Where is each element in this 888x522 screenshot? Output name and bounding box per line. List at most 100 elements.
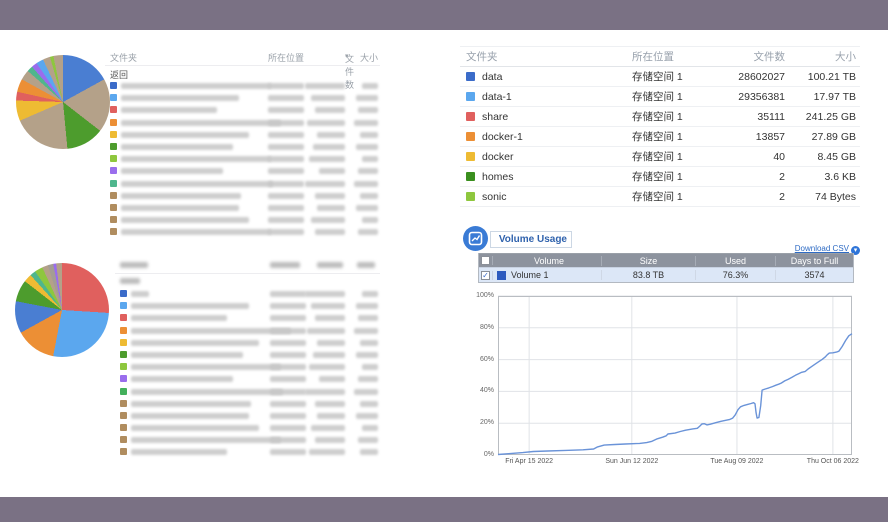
- redacted-location: [270, 339, 306, 346]
- redacted-folder-row[interactable]: [105, 141, 380, 153]
- folder-location: 存储空间 1: [632, 151, 683, 163]
- redacted-folder-row[interactable]: [105, 165, 380, 177]
- folder-color-chip: [110, 179, 117, 187]
- folder-count: 2: [779, 190, 785, 203]
- redacted-location: [268, 217, 304, 224]
- back-row[interactable]: 返回: [105, 66, 380, 80]
- redacted-size: [360, 449, 378, 456]
- redacted-count: [315, 229, 345, 236]
- table-row[interactable]: data 存储空间 1 28602027 100.21 TB: [460, 67, 860, 87]
- redacted-folder-row[interactable]: [115, 446, 380, 458]
- volume-row[interactable]: ✓ Volume 1 83.8 TB 76.3% 3574: [479, 267, 853, 282]
- download-icon[interactable]: ▾: [851, 246, 860, 255]
- redacted-location: [270, 449, 306, 456]
- redacted-folder-row[interactable]: [105, 202, 380, 214]
- redacted-size: [362, 425, 378, 432]
- x-axis-tick: Fri Apr 15 2022: [505, 458, 554, 465]
- redacted-count: [319, 168, 345, 175]
- redacted-folder-row[interactable]: [115, 312, 380, 324]
- x-axis-tick: Tue Aug 09 2022: [710, 458, 764, 465]
- folder-size: 27.89 GB: [811, 130, 856, 143]
- header-folder[interactable]: 文件夹: [466, 51, 498, 63]
- redacted-count: [313, 143, 345, 150]
- back-link[interactable]: 返回: [110, 70, 129, 80]
- x-axis-tick: Sun Jun 12 2022: [605, 458, 659, 465]
- redacted-count: [319, 376, 345, 383]
- redacted-folder-row[interactable]: [115, 361, 380, 373]
- table-row[interactable]: share 存储空间 1 35111 241.25 GB: [460, 107, 860, 127]
- redacted-folder-name: [131, 400, 251, 407]
- redacted-folder-row[interactable]: [105, 214, 380, 226]
- redacted-folder-name: [131, 351, 243, 358]
- redacted-folder-row[interactable]: [115, 386, 380, 398]
- redacted-folder-row[interactable]: [115, 337, 380, 349]
- redacted-folder-row[interactable]: [115, 288, 380, 300]
- redacted-folder-row[interactable]: [115, 422, 380, 434]
- volume-used: 76.3%: [696, 270, 776, 280]
- redacted-folder-row[interactable]: [105, 190, 380, 202]
- folder-color-chip: [466, 152, 475, 161]
- redacted-location: [270, 425, 306, 432]
- redacted-header-count: [317, 262, 343, 268]
- folder-color-chip: [120, 350, 127, 358]
- redacted-folder-row[interactable]: [105, 129, 380, 141]
- redacted-folder-row[interactable]: [115, 398, 380, 410]
- redacted-folder-row[interactable]: [115, 373, 380, 385]
- header-location[interactable]: 所在位置: [268, 53, 305, 63]
- redacted-count: [305, 180, 345, 187]
- redacted-folder-name: [131, 412, 249, 419]
- redacted-size: [360, 400, 378, 407]
- redacted-folder-name: [121, 217, 249, 224]
- redacted-folder-row[interactable]: [115, 325, 380, 337]
- redacted-folder-row[interactable]: [115, 349, 380, 361]
- table-row[interactable]: docker-1 存储空间 1 13857 27.89 GB: [460, 127, 860, 147]
- volume-size: 83.8 TB: [602, 270, 696, 280]
- download-csv-link[interactable]: Download CSV: [794, 244, 849, 253]
- header-location[interactable]: 所在位置: [632, 51, 674, 63]
- volume-name: Volume 1: [511, 270, 549, 280]
- redacted-count: [311, 303, 345, 310]
- redacted-back-link[interactable]: [120, 278, 140, 284]
- redacted-header-size: [357, 262, 375, 268]
- select-all-cell[interactable]: [479, 256, 493, 265]
- redacted-size: [362, 156, 378, 163]
- redacted-size: [360, 192, 378, 199]
- redacted-folder-row[interactable]: [115, 300, 380, 312]
- redacted-folder-name: [131, 303, 249, 310]
- redacted-folder-row[interactable]: [115, 434, 380, 446]
- redacted-count: [307, 119, 345, 126]
- redacted-folder-name: [121, 83, 271, 89]
- header-size[interactable]: 大小: [835, 51, 856, 63]
- folder-color-chip: [466, 132, 475, 141]
- table-row[interactable]: data-1 存储空间 1 29356381 17.97 TB: [460, 87, 860, 107]
- redacted-folder-name: [121, 168, 223, 175]
- redacted-folder-row[interactable]: [105, 104, 380, 116]
- folder-color-chip: [110, 82, 117, 89]
- table-row[interactable]: sonic 存储空间 1 2 74 Bytes: [460, 187, 860, 207]
- redacted-folder-name: [131, 449, 227, 456]
- redacted-count: [317, 131, 345, 138]
- redacted-folder-row[interactable]: [105, 92, 380, 104]
- table-row[interactable]: homes 存储空间 1 2 3.6 KB: [460, 167, 860, 187]
- header-size[interactable]: 大小: [359, 53, 378, 63]
- redacted-folder-row[interactable]: [115, 410, 380, 422]
- folder-color-chip: [110, 216, 117, 224]
- folder-color-chip: [120, 338, 127, 346]
- volume-checkbox-cell[interactable]: ✓: [479, 270, 493, 280]
- table-header: 文件夹 所在位置 文件数 ▾ 大小: [105, 50, 380, 90]
- header-count[interactable]: 文件数: [753, 51, 786, 63]
- redacted-folder-row[interactable]: [105, 153, 380, 165]
- redacted-size: [356, 143, 378, 150]
- redacted-folder-row[interactable]: [105, 80, 380, 92]
- back-row-redacted[interactable]: [115, 274, 380, 288]
- volume-checkbox[interactable]: ✓: [481, 270, 490, 280]
- redacted-folder-row[interactable]: [105, 226, 380, 238]
- header-folder[interactable]: 文件夹: [110, 53, 138, 63]
- redacted-folder-row[interactable]: [105, 117, 380, 129]
- redacted-rows-top: [105, 80, 380, 238]
- download-csv: Download CSV ▾: [760, 244, 860, 255]
- redacted-folder-row[interactable]: [105, 178, 380, 190]
- table-row[interactable]: docker 存储空间 1 40 8.45 GB: [460, 147, 860, 167]
- select-all-checkbox[interactable]: [481, 256, 490, 265]
- redacted-location: [270, 291, 306, 297]
